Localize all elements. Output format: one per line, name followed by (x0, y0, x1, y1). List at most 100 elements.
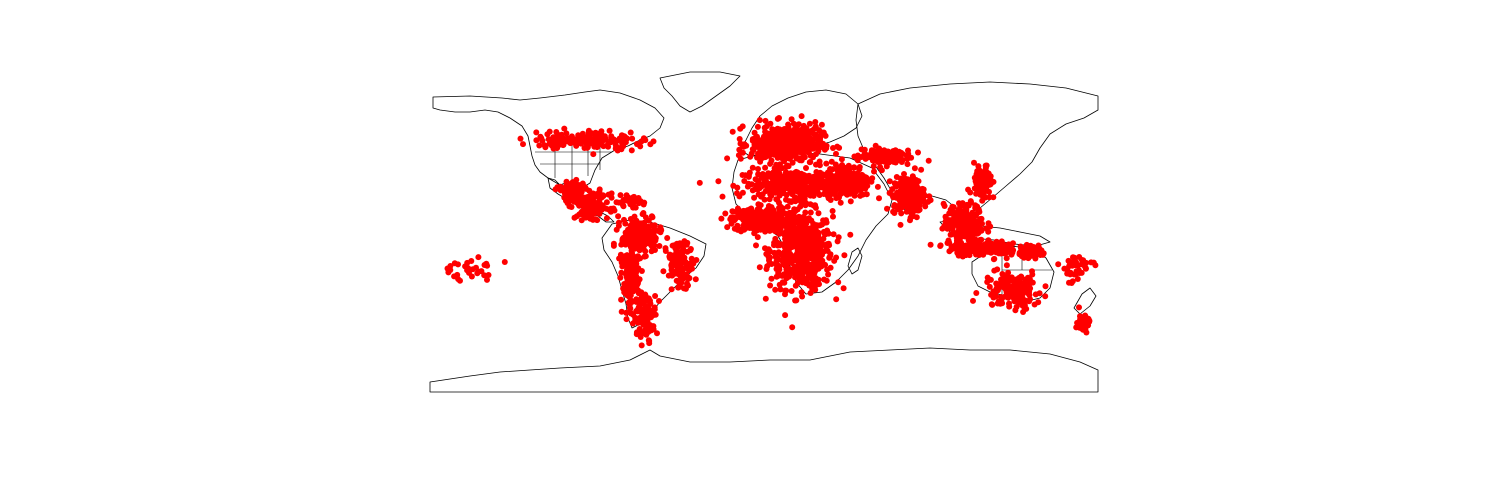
occurrence-point (915, 149, 921, 156)
occurrence-point (583, 185, 590, 192)
occurrence-point (729, 128, 736, 135)
occurrence-point (800, 274, 807, 281)
occurrence-point (787, 222, 794, 229)
occurrence-point (617, 251, 624, 258)
occurrence-point (812, 119, 819, 125)
occurrence-point (662, 248, 669, 254)
occurrence-point (739, 189, 746, 196)
occurrence-point (968, 223, 975, 230)
new-zealand-outline (1073, 287, 1097, 315)
occurrence-point (985, 179, 992, 186)
occurrence-point (805, 131, 812, 138)
occurrence-point (780, 217, 787, 224)
occurrence-point (1036, 245, 1043, 252)
occurrence-point (965, 245, 972, 252)
occurrence-point (644, 316, 651, 323)
cluster-north-africa (696, 162, 863, 210)
occurrence-point (761, 175, 768, 182)
occurrence-point (481, 272, 488, 279)
occurrence-point (636, 276, 643, 283)
occurrence-point (804, 191, 811, 198)
occurrence-point (859, 182, 866, 188)
occurrence-point (877, 164, 884, 171)
occurrence-point (793, 171, 800, 178)
occurrence-point (1010, 295, 1017, 302)
occurrence-point (773, 258, 780, 265)
occurrence-point (772, 286, 779, 293)
occurrence-point (897, 221, 904, 228)
occurrence-point (629, 202, 636, 209)
occurrence-point (955, 243, 961, 250)
occurrence-point (594, 193, 601, 200)
antarctica-outline (429, 347, 1099, 393)
cluster-middle-east (806, 156, 882, 206)
occurrence-point (719, 193, 726, 200)
occurrence-point (767, 120, 774, 127)
occurrence-point (910, 213, 917, 220)
occurrence-point (811, 282, 818, 289)
occurrence-point (942, 222, 949, 229)
occurrence-point (801, 146, 808, 153)
occurrence-point (565, 138, 572, 145)
occurrence-point (807, 201, 814, 208)
occurrence-point (633, 329, 640, 336)
occurrence-point (949, 203, 956, 210)
occurrence-point (874, 183, 881, 190)
occurrence-point (974, 203, 981, 210)
occurrence-point (777, 286, 784, 293)
occurrence-point (745, 207, 752, 214)
occurrence-point (821, 276, 828, 283)
occurrence-point (603, 215, 610, 222)
occurrence-point (642, 248, 649, 255)
occurrence-point (642, 137, 649, 144)
occurrence-point (643, 327, 650, 334)
occurrence-point (737, 155, 744, 162)
occurrence-point (847, 190, 854, 197)
occurrence-point (644, 321, 651, 328)
occurrence-point (1018, 274, 1025, 281)
occurrence-point (768, 261, 775, 267)
occurrence-point (656, 243, 663, 249)
occurrence-point (823, 160, 830, 167)
occurrence-point (611, 207, 618, 214)
occurrence-point (800, 122, 807, 129)
occurrence-point (955, 250, 962, 257)
occurrence-point (774, 125, 781, 132)
occurrence-point (1039, 251, 1046, 258)
occurrence-point (768, 275, 775, 282)
occurrence-point (807, 186, 814, 193)
occurrence-point (994, 266, 1001, 273)
occurrence-point (995, 241, 1002, 248)
occurrence-point (789, 231, 795, 238)
occurrence-point (1024, 274, 1031, 281)
occurrence-point (1021, 288, 1028, 295)
occurrence-point (786, 255, 793, 262)
occurrence-point (1016, 299, 1022, 306)
occurrence-point (747, 153, 754, 160)
occurrence-point (761, 196, 768, 203)
occurrence-point (641, 308, 647, 315)
occurrence-point (858, 146, 865, 153)
occurrence-point (982, 185, 989, 192)
occurrence-point (1020, 309, 1027, 315)
occurrence-point (768, 147, 774, 154)
occurrence-point (916, 206, 923, 213)
occurrence-point (724, 155, 731, 162)
occurrence-point (798, 198, 804, 205)
occurrence-point (998, 276, 1004, 283)
occurrence-point (561, 125, 568, 132)
occurrence-point (741, 178, 748, 184)
occurrence-point (856, 164, 863, 170)
cluster-brazil (660, 238, 700, 293)
occurrence-point (1012, 290, 1019, 297)
occurrence-point (834, 238, 841, 245)
greenland-outline (659, 71, 741, 113)
occurrence-point (777, 241, 784, 248)
occurrence-point (584, 144, 591, 151)
occurrence-point (803, 165, 809, 171)
occurrence-point (600, 143, 607, 150)
occurrence-point (823, 145, 830, 152)
occurrence-point (961, 202, 968, 209)
occurrence-point (1076, 254, 1083, 260)
occurrence-point (537, 133, 544, 140)
